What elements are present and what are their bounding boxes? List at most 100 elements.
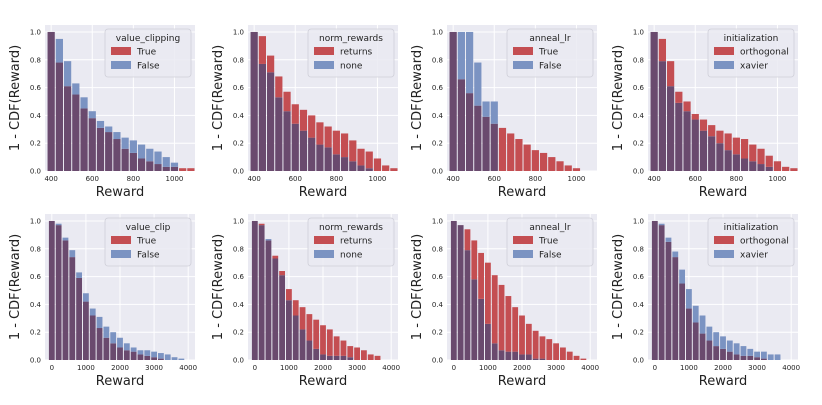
y-tick-label: 0.4 <box>633 301 645 309</box>
y-axis-label: 1 - CDF(Reward) <box>611 234 626 340</box>
bar-overlap <box>340 355 347 360</box>
bar-series-b <box>706 326 713 341</box>
bar-overlap <box>733 354 740 360</box>
bar-series-b <box>465 31 474 94</box>
bar-series-b <box>144 350 151 356</box>
y-tick-label: 0.6 <box>432 84 444 92</box>
chart-panel: 0.0 0.2 0.4 0.6 0.8 1.0 0 1000 2000 3000 4000 Rewar… <box>410 214 599 389</box>
bar-series-b <box>121 137 129 149</box>
bar-overlap <box>525 354 532 360</box>
y-axis-label: 1 - CDF(Reward) <box>8 45 23 151</box>
y-tick-label: 0.0 <box>432 168 443 176</box>
x-tick-label: 4000 <box>179 364 197 372</box>
y-tick-label: 0.8 <box>633 245 644 253</box>
x-tick-label: 600 <box>689 175 702 183</box>
bar-series-b <box>490 101 498 124</box>
legend-swatch <box>111 61 131 69</box>
bar-series-a <box>316 122 324 145</box>
bar-overlap <box>692 322 699 360</box>
bar-overlap <box>713 346 720 360</box>
bar-overlap <box>357 165 365 171</box>
x-tick-label: 1000 <box>77 364 95 372</box>
bar-series-b <box>482 101 490 117</box>
bar-series-a <box>515 139 523 171</box>
y-tick-label: 0.6 <box>233 273 245 281</box>
y-tick-label: 0.0 <box>233 357 244 365</box>
bar-overlap <box>283 111 291 171</box>
x-tick-label: 1000 <box>680 364 698 372</box>
bar-overlap <box>320 354 326 360</box>
bar-overlap <box>761 358 767 360</box>
x-tick-label: 0 <box>452 364 456 372</box>
bar-series-b <box>733 343 740 355</box>
y-tick-label: 1.0 <box>432 28 443 36</box>
bar-overlap <box>332 154 340 171</box>
bar-overlap <box>299 130 308 171</box>
bar-series-a <box>286 289 292 301</box>
bar-series-a <box>699 119 708 131</box>
bar-series-a <box>531 150 539 171</box>
x-axis-label: Reward <box>498 374 546 389</box>
y-tick-label: 0.2 <box>633 140 644 148</box>
bar-overlap <box>69 257 76 360</box>
legend: value_clip True False <box>104 217 192 267</box>
bar-overlap <box>258 225 265 360</box>
legend-entry: none <box>340 62 363 72</box>
bar-series-a <box>279 271 285 276</box>
bar-series-a <box>365 151 373 169</box>
bar-series-a <box>548 157 556 171</box>
bar-series-b <box>178 358 185 360</box>
legend-title: anneal_lr <box>529 34 570 44</box>
bar-series-a <box>332 130 340 155</box>
bar-overlap <box>665 241 672 360</box>
bar-series-b <box>89 308 96 316</box>
bar-series-a <box>349 140 357 162</box>
bar-series-b <box>137 350 144 355</box>
y-tick-label: 0.0 <box>30 357 41 365</box>
legend-swatch <box>714 236 734 244</box>
y-tick-label: 0.6 <box>30 84 42 92</box>
legend-swatch <box>314 47 334 55</box>
x-tick-label: 1000 <box>280 364 298 372</box>
y-tick-label: 0.8 <box>633 56 644 64</box>
y-tick-label: 0.0 <box>432 357 443 365</box>
bar-overlap <box>137 354 144 360</box>
y-axis-label: 1 - CDF(Reward) <box>611 45 626 151</box>
bar-overlap <box>490 123 498 171</box>
y-tick-label: 0.6 <box>233 84 245 92</box>
bar-series-b <box>83 293 89 302</box>
y-tick-label: 0.6 <box>30 273 42 281</box>
bar-series-a <box>683 101 691 112</box>
y-tick-label: 0.8 <box>432 245 443 253</box>
bar-series-a <box>572 168 581 171</box>
bar-series-b <box>767 354 774 360</box>
y-tick-label: 0.4 <box>233 301 245 309</box>
bar-overlap <box>266 72 275 171</box>
y-axis-label: 1 - CDF(Reward) <box>211 234 226 340</box>
legend-entry: xavier <box>740 62 768 72</box>
bar-series-a <box>523 144 531 171</box>
x-tick-label: 3000 <box>145 364 163 372</box>
bar-overlap <box>158 358 164 360</box>
x-tick-label: 3000 <box>348 364 366 372</box>
bar-series-a <box>724 133 732 151</box>
legend-swatch <box>314 61 334 69</box>
chart-panel: 0.0 0.2 0.4 0.6 0.8 1.0 0 1000 2000 3000 4000 Rewar… <box>211 214 400 389</box>
bar-overlap <box>471 279 478 360</box>
bar-overlap <box>76 277 82 360</box>
x-tick-label: 1000 <box>479 364 497 372</box>
y-tick-label: 0.8 <box>432 56 443 64</box>
y-tick-label: 0.8 <box>30 245 41 253</box>
legend-swatch <box>714 47 734 55</box>
bar-overlap <box>512 351 519 360</box>
y-tick-label: 0.2 <box>30 140 41 148</box>
bar-overlap <box>308 137 316 171</box>
bar-series-a <box>580 358 587 360</box>
bar-overlap <box>457 79 465 171</box>
legend-swatch <box>111 47 131 55</box>
bar-series-a <box>308 115 316 138</box>
bar-series-a <box>357 148 365 166</box>
bar-overlap <box>48 220 55 360</box>
bar-series-b <box>55 38 63 63</box>
bar-overlap <box>464 250 471 360</box>
